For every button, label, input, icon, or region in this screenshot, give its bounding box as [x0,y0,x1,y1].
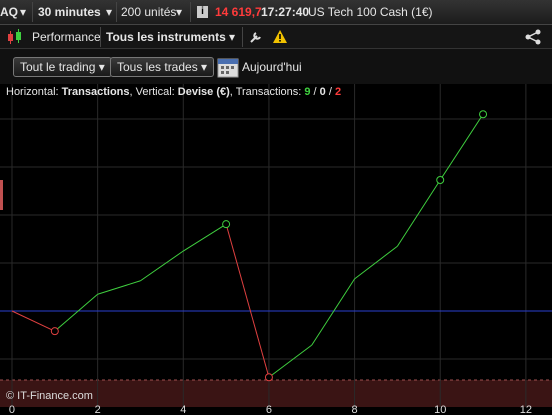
point [50,327,59,336]
point [479,110,488,119]
x-tick-label: 6 [266,404,272,415]
trading-filter-label: Tout le trading [20,60,96,74]
line-segment [439,113,484,181]
losses: 2 [334,86,342,98]
time: 17:27:40 [261,5,310,19]
even: 0 [319,86,326,98]
separator [100,27,101,47]
dropdown-arrow[interactable]: ▾ [229,30,236,44]
x-tick-label: 12 [520,404,532,415]
line-segment [11,310,56,332]
instrument[interactable]: AQ [0,5,18,19]
tab-bar: Performance Tous les instruments ▾ [0,25,552,49]
separator [190,2,191,22]
info-text: , Vertical: [129,86,178,98]
info-text: / [325,86,335,98]
share-icon[interactable] [524,29,542,45]
dropdown-arrow[interactable]: ▾ [176,5,183,19]
warning-icon[interactable] [272,29,288,44]
toolbar: AQ ▾ 30 minutes ▾ 200 unités ▾ i 14 619,… [0,0,552,25]
instruments-select[interactable]: Tous les instruments [106,30,226,44]
line-segment [354,245,398,280]
info-text: Horizontal: [6,86,62,98]
x-tick-label: 8 [352,404,358,415]
line-segment [54,293,98,332]
info-text: Transactions [61,86,130,98]
info-text: / [310,86,320,98]
wrench-icon[interactable] [248,29,264,45]
line-segment [225,224,270,378]
units[interactable]: 200 unités [121,5,177,19]
point [264,373,273,382]
x-tick-label: 2 [95,404,101,415]
x-tick-label: 10 [434,404,446,415]
date-label[interactable]: Aujourd'hui [242,60,302,74]
info-icon[interactable]: i [197,6,208,18]
point [436,175,445,184]
candle-icon [8,29,21,44]
x-tick-label: 0 [9,404,15,415]
point [222,220,231,229]
period[interactable]: 30 minutes [38,5,101,19]
info-text: Devise (€) [177,86,230,98]
separator [32,2,33,22]
price: 14 619,7 [215,5,262,19]
chart-info: Horizontal: Transactions, Vertical: Devi… [6,86,341,98]
info-text: , Transactions: [229,86,305,98]
calendar-icon[interactable] [217,56,239,78]
instrument-name: US Tech 100 Cash (1€) [308,5,433,19]
line-segment [311,278,356,346]
copyright: © IT-Finance.com [6,390,93,402]
trades-filter-label: Tous les trades [117,60,198,74]
scroll-marker [0,180,3,210]
line-segment [97,280,141,295]
wins: 9 [304,86,311,98]
drawdown-band [0,380,552,407]
dropdown-arrow[interactable]: ▾ [20,5,27,19]
line-segment [396,179,441,247]
line-segment [140,250,184,282]
performance-tab[interactable]: Performance [32,30,101,44]
chart: 0 2 4 6 8 10 12© IT-Finance.com [0,84,552,415]
x-tick-label: 4 [180,404,186,415]
line-segment [183,223,227,252]
line-segment [268,344,313,378]
trades-filter[interactable]: Tous les trades ▾ [110,57,215,77]
trading-filter[interactable]: Tout le trading ▾ [13,57,112,77]
dropdown-arrow[interactable]: ▾ [106,5,113,19]
separator [116,2,117,22]
separator [242,27,243,47]
